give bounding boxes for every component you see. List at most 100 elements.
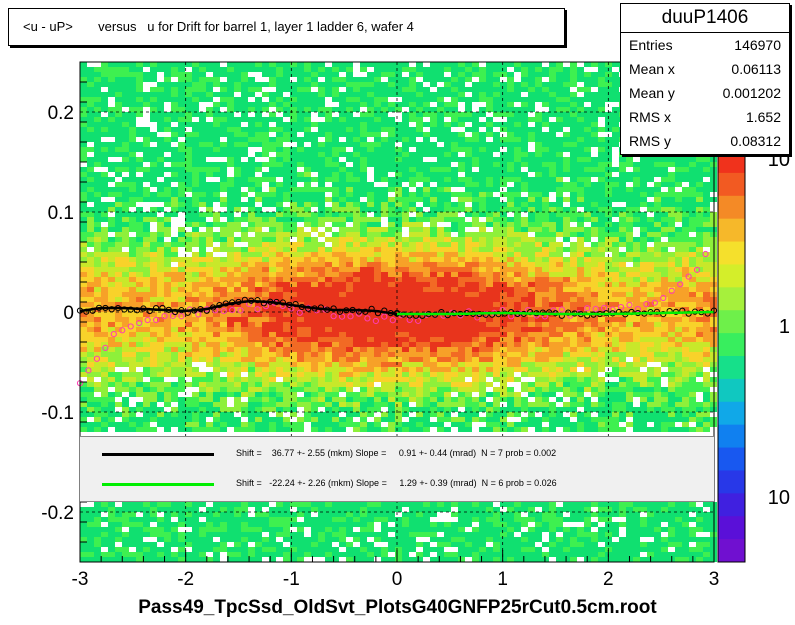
heatmap-cell [297, 102, 304, 107]
heatmap-cell [115, 167, 122, 172]
heatmap-cell [115, 172, 122, 177]
heatmap-cell [360, 537, 367, 542]
heatmap-cell [423, 297, 430, 302]
heatmap-cell [206, 147, 213, 152]
heatmap-cell [157, 342, 164, 347]
heatmap-cell [367, 387, 374, 392]
heatmap-cell [451, 237, 458, 242]
heatmap-cell [437, 97, 444, 102]
heatmap-cell [437, 257, 444, 262]
heatmap-cell [143, 167, 150, 172]
heatmap-cell [171, 367, 178, 372]
heatmap-cell [402, 522, 409, 527]
heatmap-cell [262, 512, 269, 517]
heatmap-cell [479, 522, 486, 527]
heatmap-cell [318, 222, 325, 227]
heatmap-cell [227, 72, 234, 77]
heatmap-cell [87, 72, 94, 77]
heatmap-cell [388, 292, 395, 297]
heatmap-cell [213, 297, 220, 302]
heatmap-cell [332, 92, 339, 97]
heatmap-cell [143, 262, 150, 267]
heatmap-cell [206, 252, 213, 257]
heatmap-cell [129, 117, 136, 122]
heatmap-cell [325, 147, 332, 152]
heatmap-cell [465, 517, 472, 522]
heatmap-cell [325, 327, 332, 332]
heatmap-cell [136, 322, 143, 327]
heatmap-cell [199, 162, 206, 167]
heatmap-cell [514, 527, 521, 532]
heatmap-cell [108, 82, 115, 87]
heatmap-cell [297, 122, 304, 127]
heatmap-cell [101, 397, 108, 402]
heatmap-cell [115, 237, 122, 242]
heatmap-cell [339, 417, 346, 422]
heatmap-cell [262, 397, 269, 402]
heatmap-cell [185, 382, 192, 387]
heatmap-cell [423, 392, 430, 397]
heatmap-cell [437, 92, 444, 97]
heatmap-cell [500, 122, 507, 127]
heatmap-cell [143, 232, 150, 237]
heatmap-cell [325, 82, 332, 87]
heatmap-cell [276, 232, 283, 237]
heatmap-cell [311, 352, 318, 357]
heatmap-cell [220, 197, 227, 202]
heatmap-cell [325, 262, 332, 267]
heatmap-cell [346, 212, 353, 217]
heatmap-cell [206, 327, 213, 332]
heatmap-cell [178, 127, 185, 132]
heatmap-cell [220, 357, 227, 362]
heatmap-cell [416, 297, 423, 302]
heatmap-cell [465, 62, 472, 67]
heatmap-cell [479, 162, 486, 167]
heatmap-cell [276, 197, 283, 202]
heatmap-cell [416, 357, 423, 362]
heatmap-cell [255, 272, 262, 277]
heatmap-cell [248, 307, 255, 312]
heatmap-cell [353, 392, 360, 397]
heatmap-cell [136, 142, 143, 147]
heatmap-cell [80, 367, 87, 372]
heatmap-cell [311, 262, 318, 267]
heatmap-cell [416, 392, 423, 397]
heatmap-cell [129, 272, 136, 277]
heatmap-cell [171, 137, 178, 142]
heatmap-cell [339, 387, 346, 392]
heatmap-cell [402, 542, 409, 547]
heatmap-cell [80, 87, 87, 92]
heatmap-cell [122, 332, 129, 337]
heatmap-cell [157, 387, 164, 392]
heatmap-cell [360, 97, 367, 102]
heatmap-cell [444, 382, 451, 387]
heatmap-cell [465, 337, 472, 342]
heatmap-cell [458, 167, 465, 172]
heatmap-cell [402, 157, 409, 162]
heatmap-cell [514, 277, 521, 282]
heatmap-cell [220, 422, 227, 427]
heatmap-cell [227, 197, 234, 202]
heatmap-cell [115, 402, 122, 407]
heatmap-cell [283, 502, 290, 507]
heatmap-cell [248, 422, 255, 427]
heatmap-cell [80, 182, 87, 187]
heatmap-cell [353, 102, 360, 107]
heatmap-cell [500, 142, 507, 147]
heatmap-cell [374, 502, 381, 507]
heatmap-cell [185, 167, 192, 172]
heatmap-cell [94, 557, 101, 562]
heatmap-cell [339, 337, 346, 342]
heatmap-cell [297, 367, 304, 372]
heatmap-cell [493, 237, 500, 242]
heatmap-cell [507, 222, 514, 227]
heatmap-cell [388, 127, 395, 132]
heatmap-cell [136, 262, 143, 267]
heatmap-cell [332, 267, 339, 272]
heatmap-cell [262, 102, 269, 107]
heatmap-cell [94, 417, 101, 422]
heatmap-cell [339, 242, 346, 247]
heatmap-cell [80, 312, 87, 317]
heatmap-cell [234, 557, 241, 562]
heatmap-cell [458, 332, 465, 337]
